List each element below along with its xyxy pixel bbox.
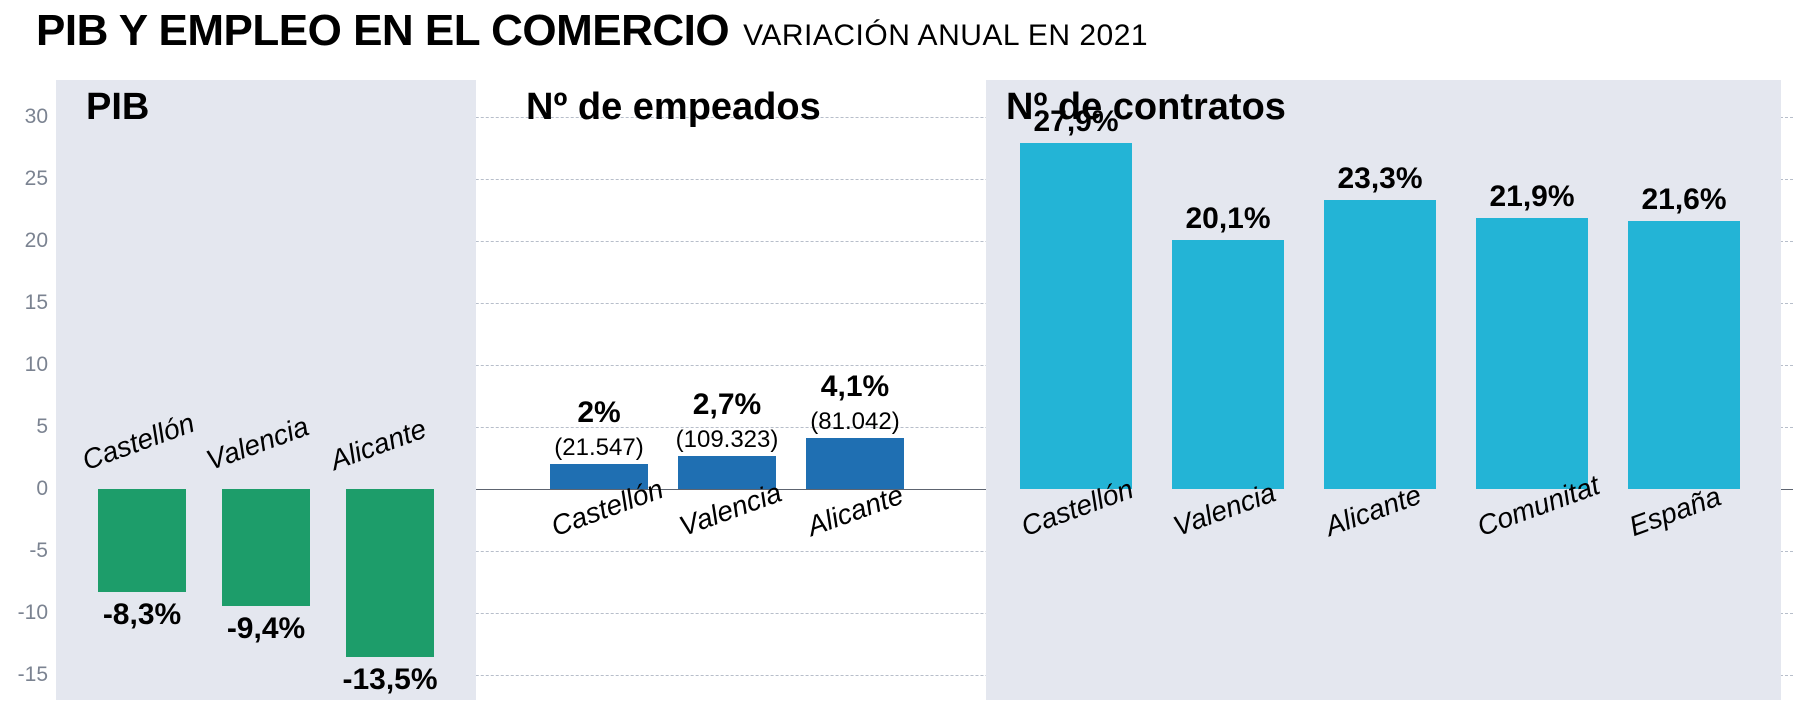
value-label: 21,6% (1641, 183, 1726, 217)
value-label: 20,1% (1185, 202, 1270, 236)
panel-contratos: Nº de contratosCastellón27,9%Valencia20,… (986, 80, 1781, 700)
title-main: PIB Y EMPLEO EN EL COMERCIO (36, 6, 729, 56)
y-tick-label: -5 (29, 539, 48, 563)
y-tick-label: 15 (25, 291, 48, 315)
y-tick-label: 20 (25, 229, 48, 253)
panel-title-empleados: Nº de empeados (526, 86, 821, 129)
value-label: 27,9% (1033, 105, 1118, 139)
y-tick-label: -10 (18, 601, 48, 625)
value-sublabel: (81.042) (810, 408, 899, 436)
y-tick-label: 10 (25, 353, 48, 377)
bar (1020, 143, 1132, 489)
chart-area: -15 -10 -5 0 5 10 15 20 25 30 PIBCastellón-8,3%Va… (0, 80, 1793, 700)
y-tick-label: 30 (25, 105, 48, 129)
value-label: -13,5% (342, 663, 437, 697)
bar (1172, 240, 1284, 489)
plot: PIBCastellón-8,3%Valencia-9,4%Alicante-1… (56, 80, 1793, 700)
value-sublabel: (109.323) (676, 426, 779, 454)
y-tick-label: -15 (18, 663, 48, 687)
panel-empleados: Nº de empeadosCastellón2%(21.547)Valenci… (526, 80, 946, 700)
panel-pib: PIBCastellón-8,3%Valencia-9,4%Alicante-1… (56, 80, 476, 700)
value-label: 2% (577, 396, 620, 430)
y-axis: -15 -10 -5 0 5 10 15 20 25 30 (0, 80, 56, 700)
title-sub: VARIACIÓN ANUAL EN 2021 (743, 19, 1148, 53)
bar (1476, 218, 1588, 490)
bar (222, 489, 310, 606)
title-row: PIB Y EMPLEO EN EL COMERCIO VARIACIÓN AN… (36, 6, 1148, 56)
value-label: 4,1% (821, 370, 889, 404)
figure: PIB Y EMPLEO EN EL COMERCIO VARIACIÓN AN… (0, 0, 1793, 716)
bar (346, 489, 434, 656)
y-tick-label: 0 (36, 477, 48, 501)
bar (1324, 200, 1436, 489)
bar (98, 489, 186, 592)
y-tick-label: 25 (25, 167, 48, 191)
value-label: 2,7% (693, 388, 761, 422)
value-label: -8,3% (103, 598, 181, 632)
y-tick-label: 5 (36, 415, 48, 439)
value-label: 23,3% (1337, 162, 1422, 196)
value-sublabel: (21.547) (554, 434, 643, 462)
value-label: 21,9% (1489, 180, 1574, 214)
panel-title-pib: PIB (86, 86, 149, 129)
bar (1628, 221, 1740, 489)
value-label: -9,4% (227, 612, 305, 646)
